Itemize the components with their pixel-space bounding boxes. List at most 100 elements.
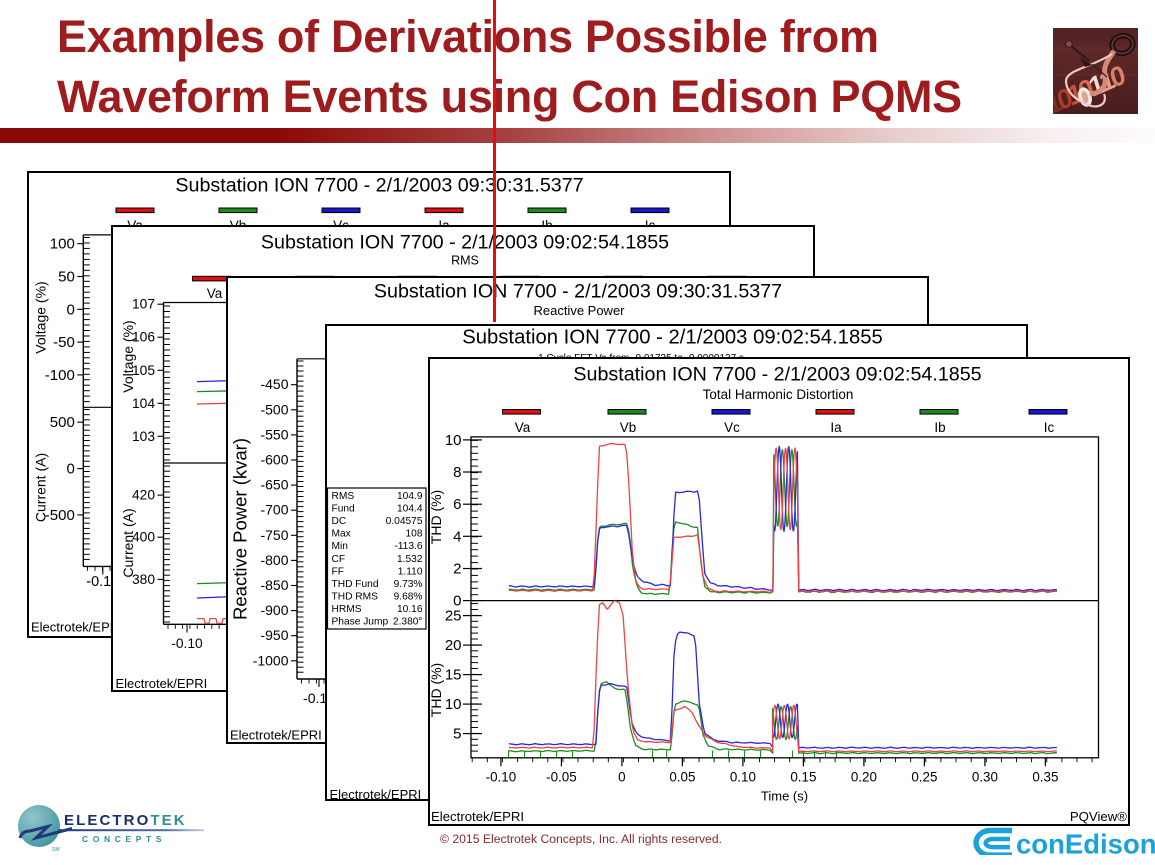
svg-text:THD (%): THD (%): [428, 490, 444, 544]
svg-text:-600: -600: [260, 452, 288, 468]
svg-text:-500: -500: [260, 401, 288, 417]
svg-text:FF: FF: [332, 566, 344, 577]
svg-text:Voltage (%): Voltage (%): [120, 320, 136, 392]
svg-text:-700: -700: [260, 502, 288, 518]
svg-text:0: 0: [453, 593, 461, 610]
svg-text:Voltage (%): Voltage (%): [32, 281, 48, 353]
svg-text:0.35: 0.35: [1032, 770, 1058, 785]
svg-text:Current (A): Current (A): [120, 508, 136, 577]
svg-text:-850: -850: [260, 577, 288, 593]
svg-text:Current (A): Current (A): [32, 452, 48, 521]
svg-text:Electrotek/EPRI: Electrotek/EPRI: [230, 728, 322, 743]
svg-text:-113.6: -113.6: [394, 541, 422, 552]
svg-text:Max: Max: [332, 529, 351, 540]
svg-text:THD (%): THD (%): [428, 663, 444, 717]
svg-text:Reactive Power: Reactive Power: [533, 303, 625, 318]
svg-text:Ic: Ic: [1043, 420, 1054, 435]
svg-text:Time (s): Time (s): [760, 789, 807, 804]
svg-text:500: 500: [49, 414, 74, 431]
svg-text:-100: -100: [44, 366, 74, 383]
svg-text:104.9: 104.9: [397, 491, 423, 502]
svg-text:0: 0: [66, 460, 74, 477]
svg-text:Electrotek/EPRI: Electrotek/EPRI: [330, 787, 422, 801]
svg-text:-50: -50: [53, 334, 75, 351]
svg-text:-0.10: -0.10: [171, 636, 203, 651]
svg-text:9.68%: 9.68%: [394, 591, 423, 602]
svg-text:ELECTROTEK: ELECTROTEK: [64, 812, 187, 829]
svg-text:100: 100: [49, 235, 74, 252]
svg-text:-500: -500: [44, 506, 74, 523]
svg-text:Va: Va: [514, 420, 530, 435]
svg-text:0.25: 0.25: [911, 770, 937, 785]
svg-text:25: 25: [444, 608, 461, 625]
svg-text:SM: SM: [52, 847, 60, 853]
svg-text:-450: -450: [260, 376, 288, 392]
svg-text:Substation ION 7700 - 2/1/2003: Substation ION 7700 - 2/1/2003 09:02:54.…: [261, 232, 669, 254]
svg-text:-800: -800: [260, 552, 288, 568]
svg-text:8: 8: [453, 464, 461, 481]
svg-text:103: 103: [132, 429, 155, 444]
svg-text:6: 6: [453, 496, 461, 513]
svg-text:50: 50: [58, 268, 75, 285]
svg-text:HRMS: HRMS: [332, 604, 362, 615]
svg-text:CONCEPTS: CONCEPTS: [82, 834, 166, 844]
svg-text:PQView®: PQView®: [1069, 809, 1126, 824]
svg-text:0.10: 0.10: [729, 770, 755, 785]
svg-text:1.110: 1.110: [398, 566, 423, 577]
svg-text:106: 106: [132, 330, 155, 345]
svg-text:10.16: 10.16: [397, 604, 423, 615]
svg-text:Electrotek/EPRI: Electrotek/EPRI: [431, 809, 524, 824]
svg-text:380: 380: [132, 572, 155, 587]
svg-text:RMS: RMS: [332, 491, 355, 502]
svg-text:-950: -950: [260, 627, 288, 643]
svg-text:107: 107: [132, 297, 155, 312]
svg-text:0: 0: [66, 301, 74, 318]
svg-text:0.30: 0.30: [971, 770, 997, 785]
svg-text:0.04575: 0.04575: [386, 516, 423, 527]
svg-text:Va: Va: [207, 286, 223, 301]
svg-text:400: 400: [132, 530, 155, 545]
svg-text:2: 2: [453, 561, 461, 578]
svg-text:104.4: 104.4: [397, 504, 423, 515]
svg-text:Reactive Power (kvar): Reactive Power (kvar): [229, 438, 250, 620]
svg-text:15: 15: [444, 667, 461, 684]
svg-text:108: 108: [406, 529, 423, 540]
svg-text:CF: CF: [332, 554, 346, 565]
svg-text:Substation ION 7700 - 2/1/2003: Substation ION 7700 - 2/1/2003 09:30:31.…: [175, 174, 583, 196]
svg-text:Total Harmonic Distortion: Total Harmonic Distortion: [702, 387, 853, 402]
svg-text:0: 0: [618, 770, 625, 785]
svg-text:105: 105: [132, 363, 155, 378]
svg-text:0.15: 0.15: [790, 770, 816, 785]
svg-text:104: 104: [132, 396, 155, 411]
svg-text:Ib: Ib: [934, 420, 945, 435]
svg-text:DC: DC: [332, 516, 347, 527]
svg-text:0.20: 0.20: [850, 770, 876, 785]
svg-text:-0.10: -0.10: [485, 770, 516, 785]
svg-text:4: 4: [453, 528, 461, 545]
svg-text:Substation ION 7700 - 2/1/2003: Substation ION 7700 - 2/1/2003 09:02:54.…: [462, 327, 883, 349]
svg-text:-0.05: -0.05: [546, 770, 577, 785]
svg-text:Electrotek/EPRI: Electrotek/EPRI: [31, 619, 123, 634]
svg-text:10: 10: [444, 696, 461, 713]
svg-text:Substation ION 7700 - 2/1/2003: Substation ION 7700 - 2/1/2003 09:30:31.…: [373, 281, 781, 303]
svg-text:20: 20: [444, 637, 461, 654]
svg-text:Vb: Vb: [619, 420, 636, 435]
svg-text:THD Fund: THD Fund: [332, 579, 379, 590]
svg-text:-650: -650: [260, 477, 288, 493]
svg-text:420: 420: [132, 488, 155, 503]
svg-text:-750: -750: [260, 527, 288, 543]
svg-text:10: 10: [444, 432, 461, 449]
svg-text:conEdison: conEdison: [1016, 829, 1155, 856]
svg-text:-1000: -1000: [252, 652, 288, 668]
svg-text:Min: Min: [332, 541, 348, 552]
svg-text:THD RMS: THD RMS: [332, 591, 379, 602]
svg-text:1.532: 1.532: [397, 554, 423, 565]
svg-text:Substation ION 7700 - 2/1/2003: Substation ION 7700 - 2/1/2003 09:02:54.…: [573, 364, 981, 386]
svg-text:Phase Jump: Phase Jump: [332, 617, 389, 628]
svg-text:9.73%: 9.73%: [394, 579, 423, 590]
svg-text:-0.10: -0.10: [86, 574, 119, 590]
svg-text:-900: -900: [260, 602, 288, 618]
svg-text:Fund: Fund: [332, 504, 356, 515]
svg-text:2.380°: 2.380°: [393, 617, 423, 628]
svg-text:5: 5: [453, 726, 461, 743]
